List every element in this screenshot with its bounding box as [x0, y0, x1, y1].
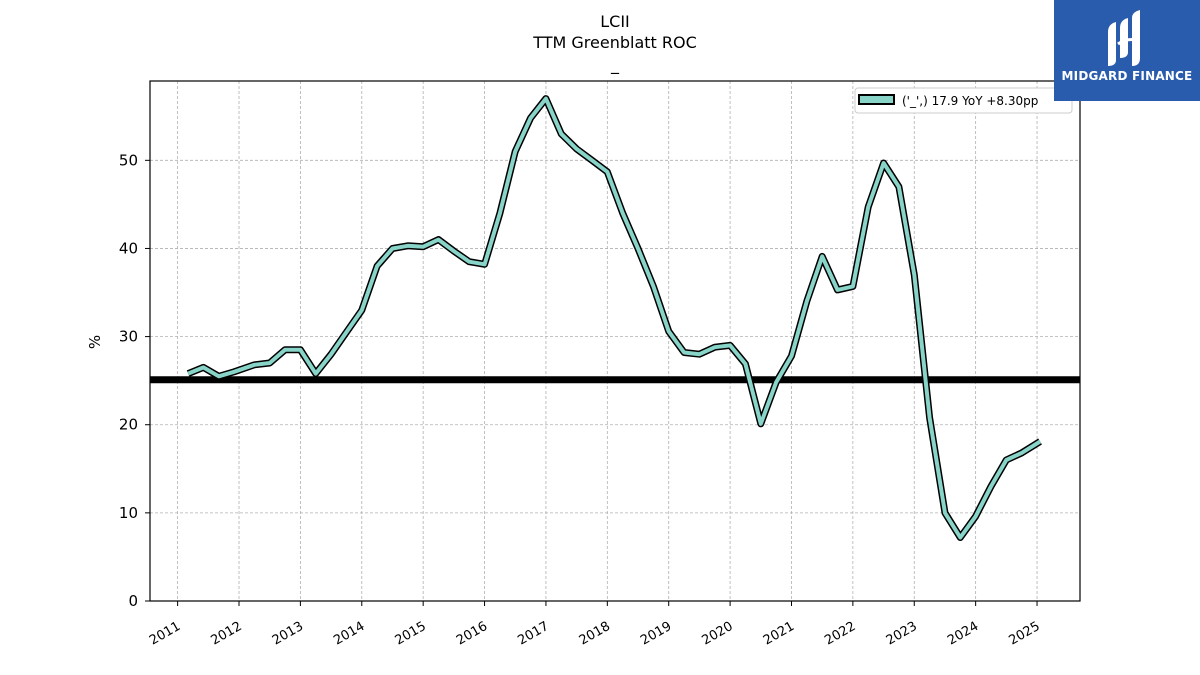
- x-tick-label: 2016: [454, 619, 490, 649]
- y-tick-label: 30: [119, 328, 138, 346]
- x-tick-label: 2017: [515, 619, 551, 649]
- plot-frame: [149, 80, 1081, 602]
- x-tick-label: 2022: [822, 619, 858, 649]
- y-tick-label: 20: [119, 416, 138, 434]
- series-line-outline: [186, 95, 1042, 541]
- chart-subtitle: TTM Greenblatt ROC: [532, 33, 697, 52]
- brand-logo: MIDGARD FINANCE: [1054, 0, 1200, 101]
- series-layer: [186, 95, 1042, 541]
- chart-title: LCII: [600, 12, 630, 31]
- grid: [150, 81, 1080, 602]
- logo-text: MIDGARD FINANCE: [1061, 69, 1193, 83]
- y-tick-label: 10: [119, 504, 138, 522]
- y-axis: 0 10 20 30 40 50: [119, 151, 150, 610]
- x-tick-label: 2014: [331, 619, 367, 649]
- y-tick-label: 40: [119, 239, 138, 257]
- x-tick-label: 2024: [945, 619, 981, 649]
- y-axis-label: %: [86, 335, 104, 349]
- x-tick-label: 2018: [577, 619, 613, 649]
- chart-subtitle-2: _: [610, 55, 620, 75]
- x-tick-label: 2021: [761, 619, 797, 649]
- y-tick-label: 0: [128, 592, 138, 610]
- x-axis: 2011 2012 2013 2014 2015 2016 2017 2018 2019 2020…: [147, 601, 1043, 648]
- legend-swatch: [858, 94, 895, 105]
- x-tick-label: 2025: [1006, 619, 1042, 649]
- x-tick-label: 2011: [147, 619, 183, 649]
- x-tick-label: 2012: [208, 619, 244, 649]
- x-tick-label: 2023: [884, 619, 920, 649]
- x-tick-label: 2015: [393, 619, 429, 649]
- x-tick-label: 2020: [700, 619, 736, 649]
- x-tick-label: 2013: [270, 619, 306, 649]
- legend-entry: ('_',) 17.9 YoY +8.30pp: [902, 94, 1038, 108]
- series-line: [187, 96, 1042, 540]
- y-tick-label: 50: [119, 151, 138, 169]
- legend: ('_',) 17.9 YoY +8.30pp: [854, 87, 1073, 114]
- x-tick-label: 2019: [638, 619, 674, 649]
- midgard-logo-icon: [1108, 10, 1140, 66]
